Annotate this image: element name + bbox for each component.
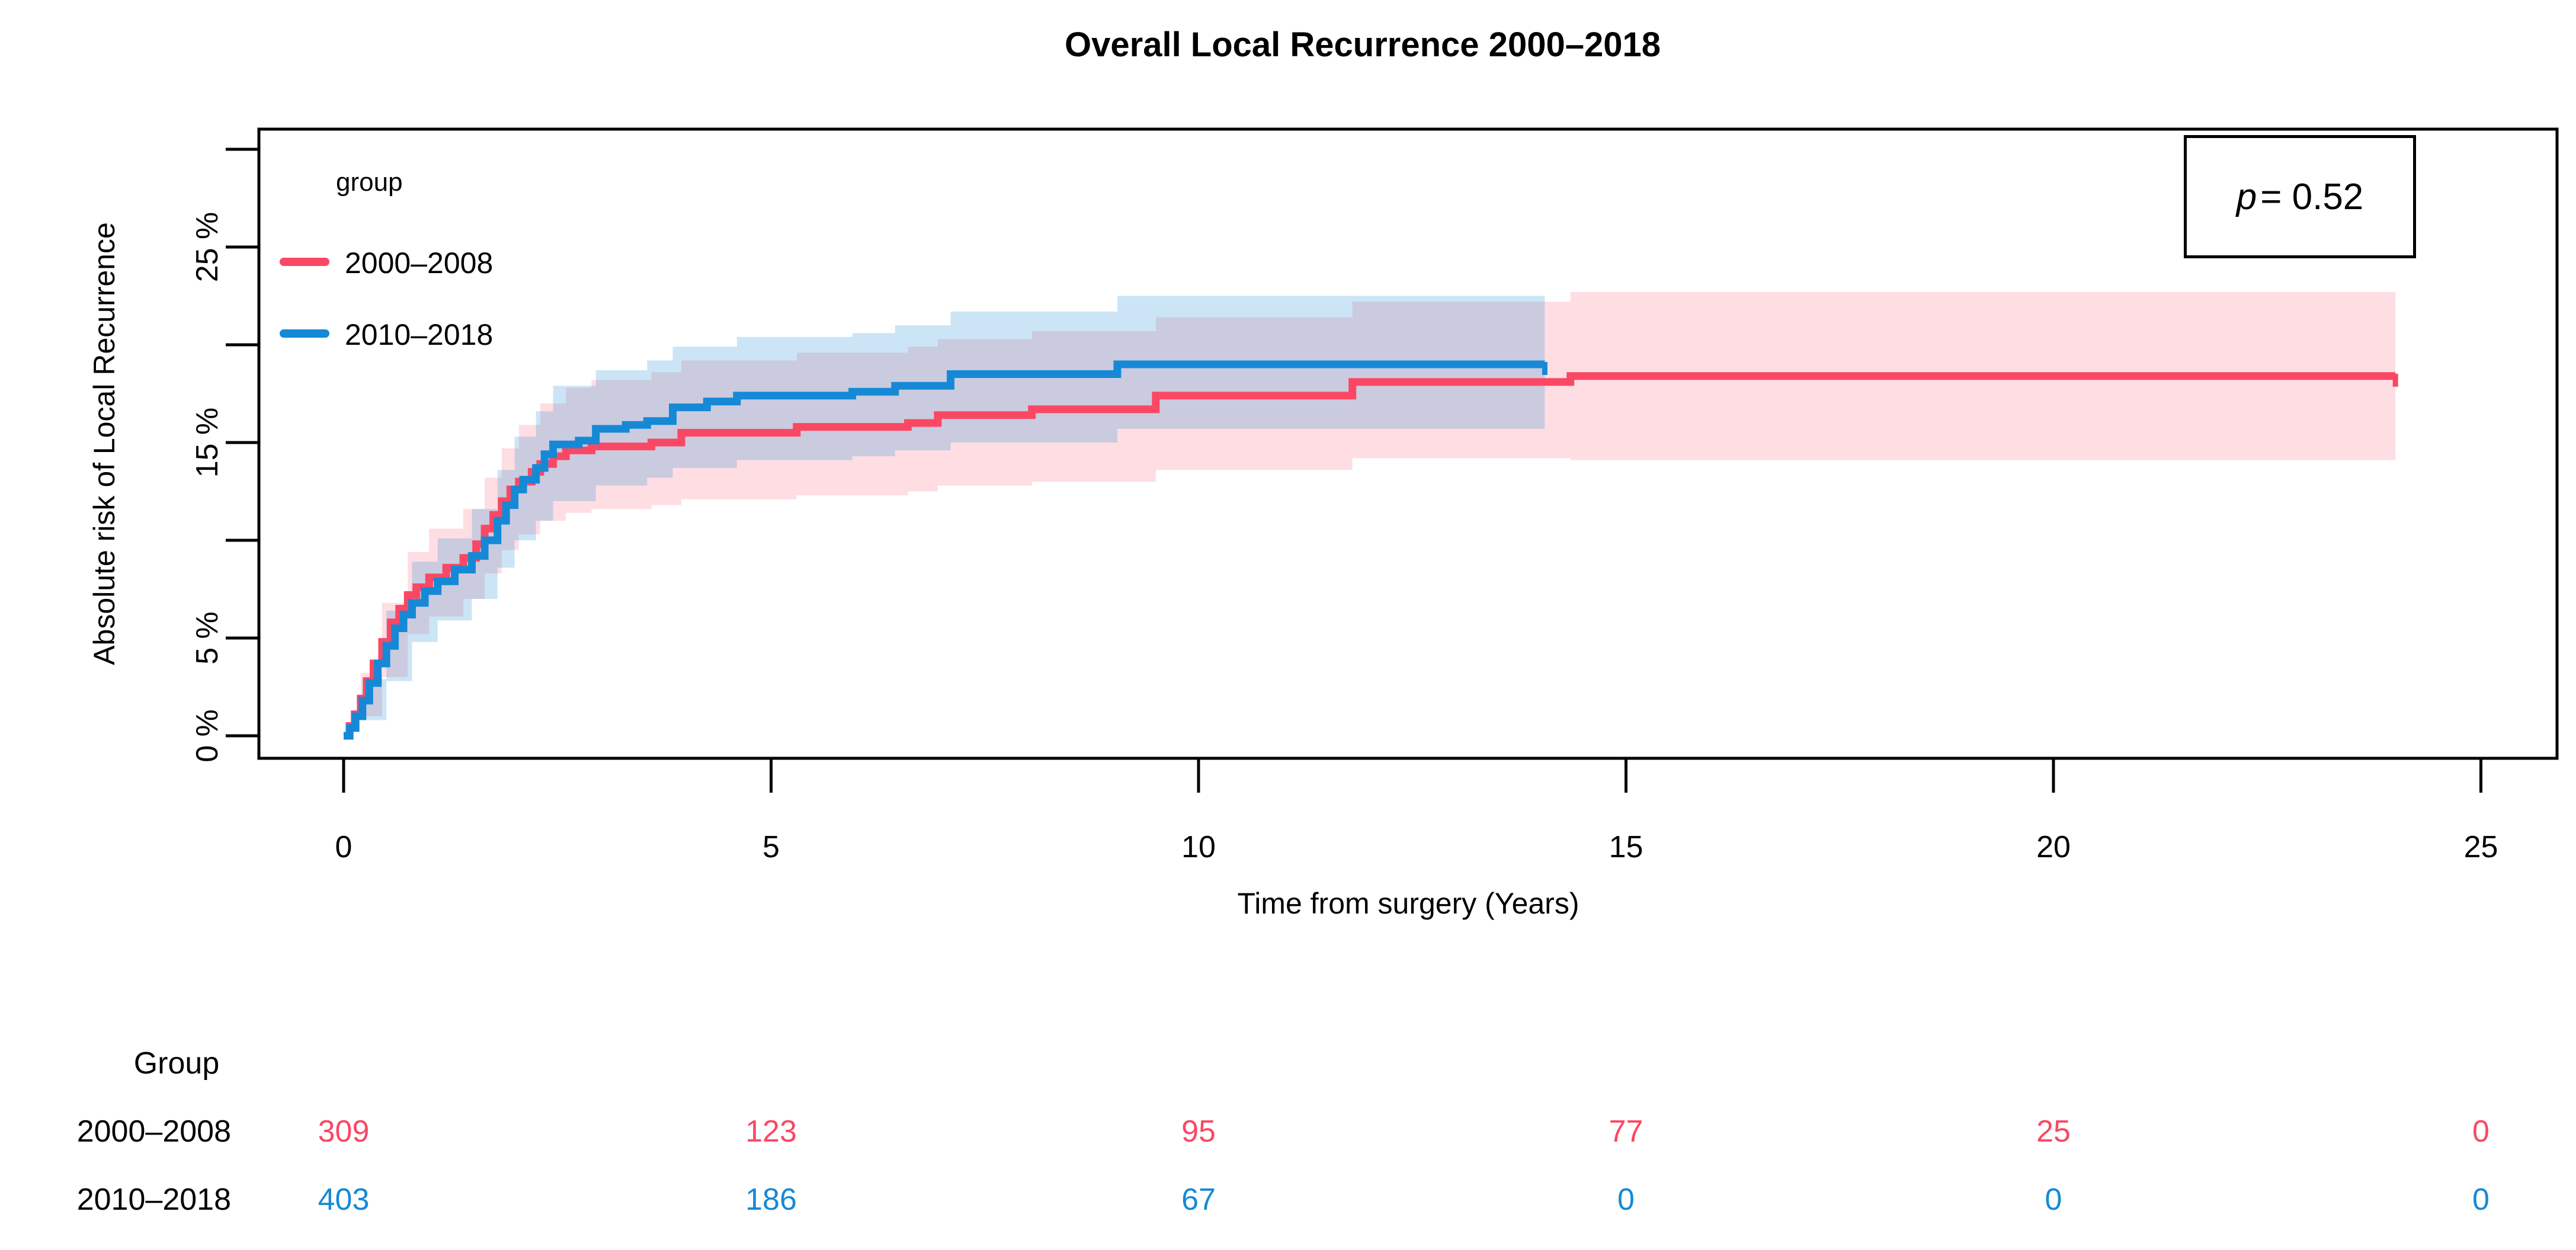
risk-count-2000-2008-t15: 77 [1609, 1114, 1643, 1149]
y-tick-label-0: 0 % [190, 709, 225, 762]
risk-count-2000-2008-t20: 25 [2036, 1114, 2071, 1149]
risk-row-label-2000-2008: 2000–2008 [76, 1114, 231, 1149]
risk-count-2010-2018-t15: 0 [1617, 1182, 1635, 1217]
y-tick-label-15: 15 % [190, 407, 225, 478]
legend-label-2010-2018: 2010–2018 [345, 318, 494, 351]
y-tick-label-5: 5 % [190, 611, 225, 665]
x-tick-label-0: 0 [335, 830, 353, 864]
legend-swatch-2010-2018 [280, 329, 329, 338]
risk-count-2010-2018-t10: 67 [1181, 1182, 1216, 1217]
x-tick-label-25: 25 [2463, 830, 2498, 864]
x-axis-title: Time from surgery (Years) [1237, 887, 1579, 920]
pvalue-value: = 0.52 [2260, 176, 2364, 217]
chart-title: Overall Local Recurrence 2000–2018 [1065, 25, 1661, 64]
legend-swatch-2000-2008 [280, 258, 329, 266]
curve-2010-2018 [344, 360, 1545, 740]
risk-count-2000-2008-t25: 0 [2472, 1114, 2490, 1149]
x-tick-label-10: 10 [1181, 830, 1216, 864]
y-tick-label-25: 25 % [190, 211, 225, 283]
y-axis-title: Absolute risk of Local Recurrence [88, 222, 121, 665]
legend-title: group [336, 168, 403, 197]
risk-row-label-2010-2018: 2010–2018 [76, 1182, 231, 1217]
confidence-band-2010-2018 [344, 294, 1545, 736]
risk-count-2010-2018-t25: 0 [2472, 1182, 2490, 1217]
risk-count-2010-2018-t5: 186 [745, 1182, 797, 1217]
x-tick-label-5: 5 [762, 830, 780, 864]
risk-count-2010-2018-t20: 0 [2045, 1182, 2062, 1217]
risk-count-2000-2008-t10: 95 [1181, 1114, 1216, 1149]
pvalue-box: p = 0.52 [2184, 135, 2416, 258]
pvalue-symbol: p [2236, 176, 2257, 217]
risk-count-2000-2008-t0: 309 [318, 1114, 370, 1149]
x-tick-label-20: 20 [2036, 830, 2071, 864]
risk-table-header: Group [133, 1046, 220, 1081]
confidence-band-2000-2008 [344, 291, 2396, 736]
x-tick-label-15: 15 [1609, 830, 1643, 864]
risk-count-2000-2008-t5: 123 [745, 1114, 797, 1149]
risk-count-2010-2018-t0: 403 [318, 1182, 370, 1217]
legend-label-2000-2008: 2000–2008 [345, 246, 494, 280]
